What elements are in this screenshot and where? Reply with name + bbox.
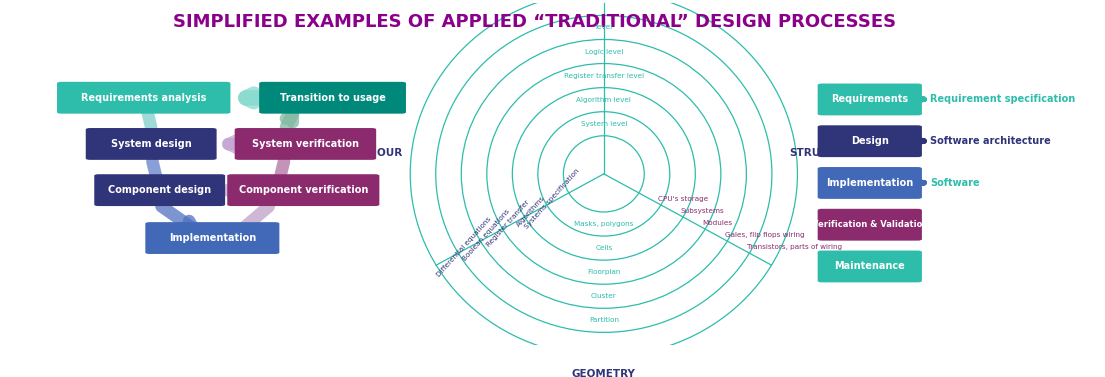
Text: SIMPLIFIED EXAMPLES OF APPLIED “TRADITIONAL” DESIGN PROCESSES: SIMPLIFIED EXAMPLES OF APPLIED “TRADITIO… <box>173 13 896 31</box>
Text: System design: System design <box>110 139 191 149</box>
Text: Component design: Component design <box>108 185 211 195</box>
Text: Register transfer: Register transfer <box>486 199 530 248</box>
Text: CPU's storage: CPU's storage <box>659 196 708 202</box>
Text: Modules: Modules <box>703 220 733 226</box>
FancyBboxPatch shape <box>818 84 922 115</box>
Text: Systems specification: Systems specification <box>524 168 581 230</box>
Text: Subsystems: Subsystems <box>681 208 724 214</box>
Text: Masks, polygons: Masks, polygons <box>575 221 633 227</box>
Text: Algorithm level: Algorithm level <box>577 97 631 103</box>
Text: Floorplan: Floorplan <box>587 269 621 275</box>
Text: Algorithms: Algorithms <box>515 195 546 228</box>
Text: Requirement specification: Requirement specification <box>930 94 1075 104</box>
Text: GEOMETRY: GEOMETRY <box>572 369 635 377</box>
Text: STRUCTURE: STRUCTURE <box>789 149 859 158</box>
Text: Transition to usage: Transition to usage <box>280 93 386 103</box>
Text: Implementation: Implementation <box>169 233 256 243</box>
Text: level: level <box>596 25 612 31</box>
Text: Differential equations: Differential equations <box>435 216 493 278</box>
Text: Boolean equations: Boolean equations <box>462 208 511 262</box>
Text: Cluster: Cluster <box>591 293 617 299</box>
Text: Maintenance: Maintenance <box>834 262 905 271</box>
Text: Verification & Validation: Verification & Validation <box>811 220 928 229</box>
Text: Requirements: Requirements <box>831 95 908 104</box>
FancyBboxPatch shape <box>818 251 922 282</box>
Text: Register transfer level: Register transfer level <box>564 73 644 78</box>
FancyBboxPatch shape <box>818 167 922 199</box>
Text: Logic level: Logic level <box>585 49 623 55</box>
Text: Component verification: Component verification <box>239 185 368 195</box>
Text: Design: Design <box>851 136 888 146</box>
Text: Transistors, parts of wiring: Transistors, parts of wiring <box>747 244 842 250</box>
Text: Partition: Partition <box>589 317 619 323</box>
Text: BEHAVIOUR: BEHAVIOUR <box>334 149 402 158</box>
Text: Gales, flip flops wiring: Gales, flip flops wiring <box>725 232 804 238</box>
Text: System verification: System verification <box>252 139 359 149</box>
FancyBboxPatch shape <box>818 125 922 157</box>
Text: Cells: Cells <box>596 245 612 251</box>
Text: Requirements analysis: Requirements analysis <box>81 93 207 103</box>
FancyBboxPatch shape <box>57 82 231 113</box>
FancyBboxPatch shape <box>146 222 280 254</box>
Text: System level: System level <box>580 121 627 127</box>
FancyBboxPatch shape <box>94 174 225 206</box>
FancyBboxPatch shape <box>818 209 922 241</box>
Text: Software: Software <box>930 178 980 188</box>
FancyBboxPatch shape <box>260 82 406 113</box>
FancyBboxPatch shape <box>234 128 376 160</box>
Text: Implementation: Implementation <box>827 178 914 188</box>
FancyBboxPatch shape <box>86 128 217 160</box>
FancyBboxPatch shape <box>228 174 379 206</box>
Text: Software architecture: Software architecture <box>930 136 1051 146</box>
